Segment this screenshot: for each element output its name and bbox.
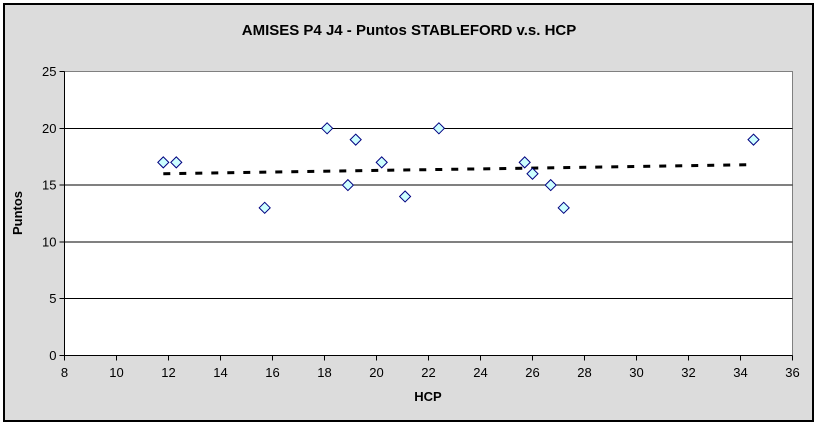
data-point-marker bbox=[157, 156, 170, 169]
y-tick-label: 10 bbox=[42, 234, 56, 249]
data-point-marker bbox=[398, 190, 412, 203]
chart-title: AMISES P4 J4 - Puntos STABLEFORD v.s. HC… bbox=[242, 22, 577, 39]
data-point-marker bbox=[747, 133, 760, 146]
data-point-marker bbox=[170, 156, 183, 169]
x-axis-title: HCP bbox=[414, 389, 442, 404]
y-tick-label: 25 bbox=[42, 64, 56, 79]
data-point-marker bbox=[375, 156, 388, 169]
data-point-marker bbox=[518, 156, 531, 169]
y-axis-title: Puntos bbox=[10, 191, 25, 235]
x-tick-label: 24 bbox=[473, 365, 487, 380]
trendline-group bbox=[163, 163, 754, 176]
gridlines bbox=[64, 127, 793, 300]
y-tick-label: 20 bbox=[42, 121, 56, 136]
x-tick-label: 30 bbox=[629, 365, 643, 380]
x-tick-label: 32 bbox=[681, 365, 695, 380]
x-tick-label: 16 bbox=[265, 365, 279, 380]
data-point-marker bbox=[320, 122, 334, 135]
y-tick-label: 15 bbox=[42, 178, 56, 193]
data-point-marker bbox=[526, 167, 539, 180]
tick-marks bbox=[59, 71, 793, 361]
data-point-marker bbox=[341, 178, 355, 192]
x-tick-label: 26 bbox=[525, 365, 539, 380]
x-tick-label: 10 bbox=[109, 365, 123, 380]
plot-area bbox=[64, 71, 793, 356]
y-tick-label: 0 bbox=[49, 348, 56, 363]
y-tick-label: 5 bbox=[49, 291, 56, 306]
x-tick-label: 36 bbox=[785, 365, 799, 380]
data-point-marker bbox=[349, 133, 362, 146]
data-point-marker bbox=[258, 201, 271, 215]
data-point-markers bbox=[157, 122, 760, 215]
x-tick-label: 20 bbox=[369, 365, 383, 380]
x-tick-label: 12 bbox=[161, 365, 175, 380]
x-tick-label: 22 bbox=[421, 365, 435, 380]
data-point-marker bbox=[544, 178, 557, 192]
data-point-marker bbox=[557, 201, 570, 215]
x-tick-label: 18 bbox=[317, 365, 331, 380]
data-point-marker bbox=[432, 122, 446, 135]
trendline bbox=[163, 163, 754, 176]
x-tick-label: 14 bbox=[213, 365, 227, 380]
tick-labels: 8 10 12 14 16 18 20 22 24 26 28 30 32 34 36 0 5 10 15 20 25 bbox=[42, 64, 800, 380]
x-tick-label: 28 bbox=[577, 365, 591, 380]
x-tick-label: 34 bbox=[733, 365, 747, 380]
x-tick-label: 8 bbox=[61, 365, 68, 380]
